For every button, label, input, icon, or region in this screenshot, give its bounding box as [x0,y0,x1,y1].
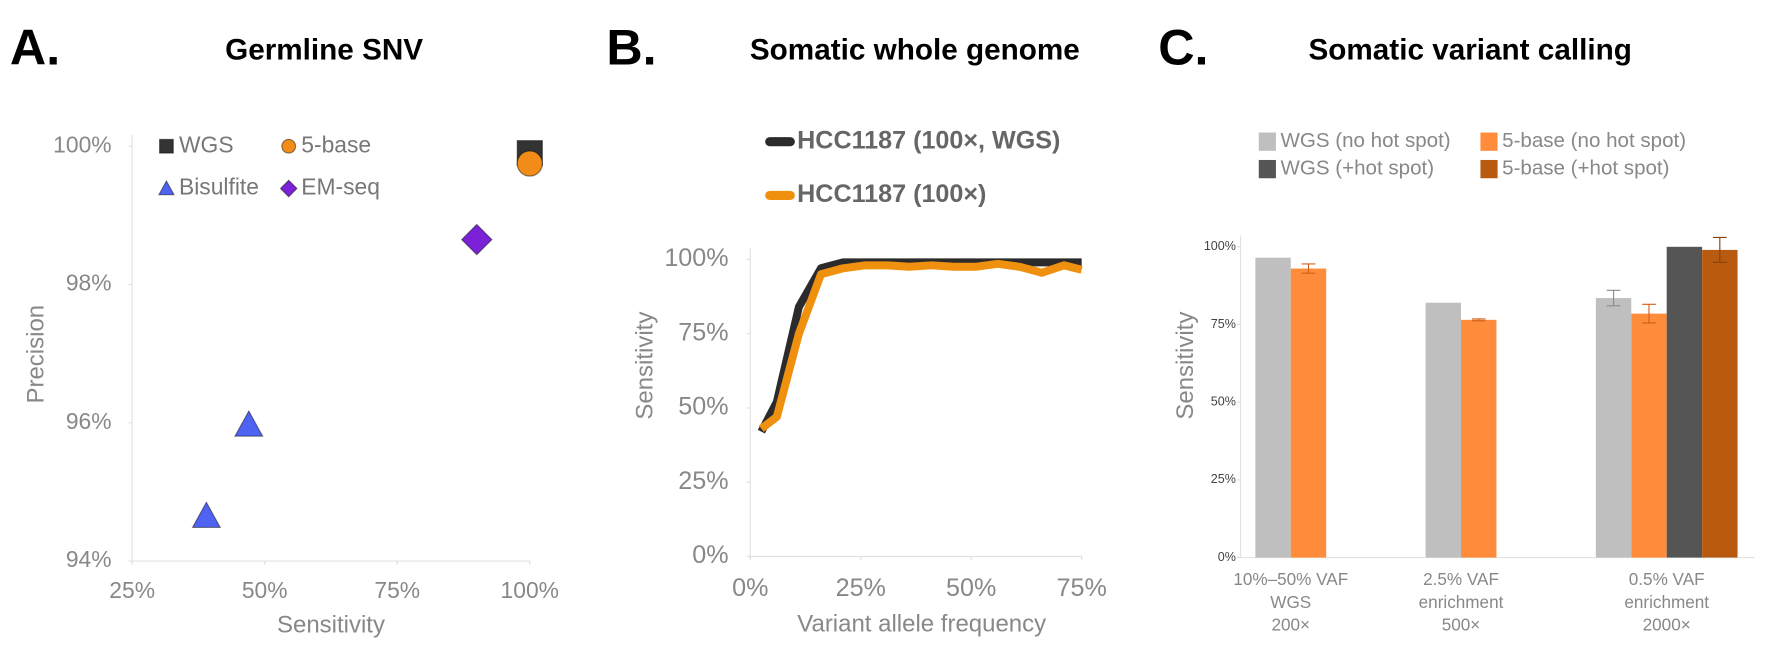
legend-marker [279,179,298,198]
legend-label: HCC1187 (100×) [797,180,986,208]
line [758,259,1083,432]
legend-label: 5-base [301,131,371,157]
y-axis-title: Sensitivity [1172,312,1199,420]
x-tick-label: 25% [109,577,155,603]
x-tick-label: 10%–50% VAF [1233,569,1348,589]
y-axis-title: Sensitivity [632,312,659,420]
legend-label: WGS [179,131,234,157]
point [516,150,543,177]
error-bar [1712,236,1727,263]
y-tick-label: 50% [678,393,728,421]
legend-label: WGS (no hot spot) [1280,129,1450,152]
x-tick-label: enrichment [1624,592,1709,612]
legend-label: EM-seq [301,174,380,200]
y-tick-label: 100% [53,131,111,157]
legend-label: 5-base (no hot spot) [1502,129,1686,152]
bar [1255,257,1291,558]
y-tick-label: 25% [1211,472,1236,486]
legend-label: HCC1187 (100×, WGS) [797,126,1060,154]
point [234,409,264,437]
x-tick-label: enrichment [1419,592,1504,612]
bar [1595,298,1632,558]
bar [1702,249,1738,558]
x-tick-label: 50% [242,577,288,603]
legend-marker [159,138,174,154]
x-axis-title: Sensitivity [277,611,385,638]
y-tick-label: 75% [678,318,728,346]
legend-swatch [1258,159,1276,179]
y-tick-label: 98% [66,270,112,296]
x-tick-label: 50% [946,574,996,602]
x-tick-label: 2.5% VAF [1423,569,1499,589]
legend-swatch [1480,159,1498,179]
x-tick-label: 0% [732,574,768,602]
bar [1666,246,1703,558]
legend-swatch [1258,132,1276,151]
x-tick-label: 2000× [1643,615,1691,635]
x-tick-label: 500× [1442,615,1481,635]
legend-label: Bisulfite [179,174,259,200]
x-tick-label: 25% [836,574,886,602]
chart-title: Germline SNV [225,33,423,66]
x-tick-label: 75% [374,577,420,603]
panel-label: B. [606,19,656,76]
y-tick-label: 75% [1211,317,1236,331]
point [191,501,222,528]
y-tick-label: 50% [1211,395,1236,409]
x-tick-label: 200× [1271,615,1310,635]
bar [1290,268,1327,558]
y-tick-label: 25% [678,467,728,495]
x-tick-label: 0.5% VAF [1629,569,1705,589]
bar [1631,313,1667,558]
bar [1425,302,1462,558]
x-tick-label: 100% [501,577,559,603]
error-bar [1606,289,1621,307]
legend-marker [281,138,297,154]
y-tick-label: 96% [66,408,112,434]
chart-title: Somatic whole genome [750,33,1080,66]
panel-label: C. [1158,19,1208,76]
y-tick-label: 0% [692,541,728,569]
y-axis-title: Precision [23,305,50,404]
point [460,223,493,256]
legend-label: 5-base (+hot spot) [1502,157,1669,180]
panel-label: A. [10,19,60,76]
y-tick-label: 94% [66,546,112,572]
bar [1461,319,1497,558]
error-bar [1642,303,1656,324]
x-axis-title: Variant allele frequency [797,610,1046,637]
x-tick-label: 75% [1057,574,1107,602]
legend-label: WGS (+hot spot) [1280,157,1434,180]
legend-swatch [1480,132,1498,151]
x-tick-label: WGS [1270,592,1311,612]
error-bar [1471,318,1486,322]
legend-marker [157,179,175,196]
y-tick-label: 100% [1204,239,1236,253]
chart-title: Somatic variant calling [1308,33,1631,66]
y-tick-label: 100% [664,244,728,272]
line [757,258,1082,434]
error-bar [1301,263,1316,274]
y-tick-label: 0% [1218,550,1236,564]
